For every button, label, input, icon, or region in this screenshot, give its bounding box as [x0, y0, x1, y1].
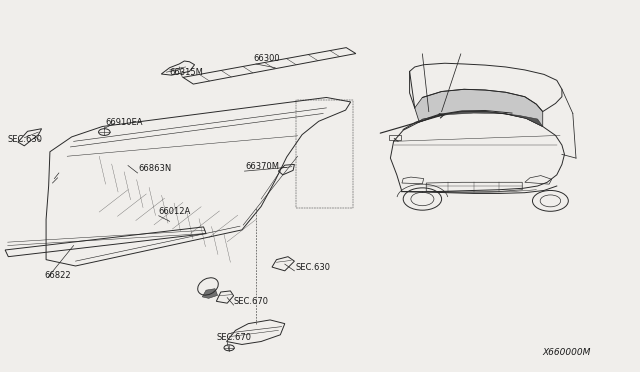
Text: 66822: 66822	[45, 271, 72, 280]
Text: 66910EA: 66910EA	[106, 118, 143, 127]
Text: 66315M: 66315M	[170, 68, 204, 77]
Text: 66370M: 66370M	[246, 162, 280, 171]
Text: X660000M: X660000M	[543, 348, 591, 357]
Polygon shape	[415, 89, 543, 126]
Text: 66863N: 66863N	[138, 164, 172, 173]
Text: SEC.670: SEC.670	[234, 297, 269, 306]
Text: 66012A: 66012A	[159, 207, 191, 216]
Text: SEC.630: SEC.630	[296, 263, 331, 272]
Text: 66300: 66300	[253, 54, 280, 63]
Polygon shape	[202, 289, 218, 298]
Text: SEC.630: SEC.630	[8, 135, 43, 144]
Text: SEC.670: SEC.670	[216, 333, 252, 342]
Polygon shape	[419, 112, 543, 126]
